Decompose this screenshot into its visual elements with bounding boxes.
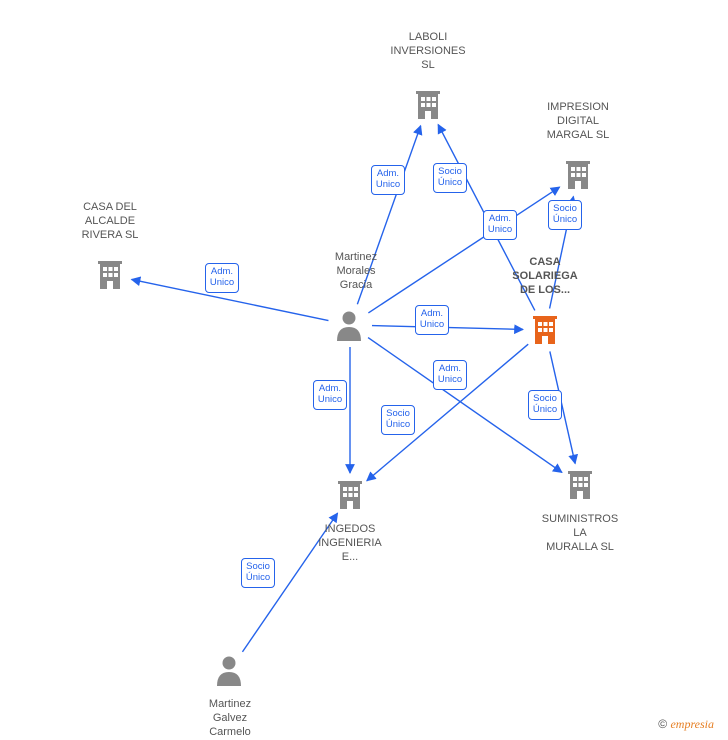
edge-label: Adm. Unico xyxy=(371,165,405,195)
company-node[interactable] xyxy=(562,159,594,196)
edge-label: Adm. Unico xyxy=(313,380,347,410)
edge-label: Socio Único xyxy=(548,200,582,230)
building-icon xyxy=(529,314,561,346)
company-node[interactable] xyxy=(334,479,366,516)
edge-label: Socio Único xyxy=(433,163,467,193)
node-label: SUMINISTROS LA MURALLA SL xyxy=(525,513,635,554)
building-icon xyxy=(412,89,444,121)
company-node[interactable] xyxy=(529,314,561,351)
edge-label: Socio Único xyxy=(528,390,562,420)
brand-name: empresia xyxy=(670,717,714,731)
edge-label: Adm. Unico xyxy=(483,210,517,240)
person-icon xyxy=(334,309,364,341)
node-label: Martinez Galvez Carmelo xyxy=(175,698,285,739)
node-label: IMPRESION DIGITAL MARGAL SL xyxy=(523,101,633,142)
node-label: LABOLI INVERSIONES SL xyxy=(373,31,483,72)
person-icon xyxy=(214,654,244,686)
person-node[interactable] xyxy=(214,654,244,691)
diagram-canvas: LABOLI INVERSIONES SL IMPRESION DIGITAL … xyxy=(0,0,728,740)
company-node[interactable] xyxy=(564,469,596,506)
edge-label: Adm. Unico xyxy=(433,360,467,390)
copyright-symbol: © xyxy=(658,717,667,731)
edge-label: Socio Único xyxy=(241,558,275,588)
company-node[interactable] xyxy=(412,89,444,126)
edge-label: Socio Único xyxy=(381,405,415,435)
edge-label: Adm. Unico xyxy=(205,263,239,293)
building-icon xyxy=(564,469,596,501)
node-label: CASA SOLARIEGA DE LOS... xyxy=(490,256,600,297)
node-label: CASA DEL ALCALDE RIVERA SL xyxy=(55,201,165,242)
node-label: Martinez Morales Gracia xyxy=(301,251,411,292)
company-node[interactable] xyxy=(94,259,126,296)
person-node[interactable] xyxy=(334,309,364,346)
building-icon xyxy=(562,159,594,191)
footer-credit: © empresia xyxy=(658,717,714,732)
building-icon xyxy=(334,479,366,511)
edge-label: Adm. Unico xyxy=(415,305,449,335)
building-icon xyxy=(94,259,126,291)
node-label: INGEDOS INGENIERIA E... xyxy=(295,523,405,564)
